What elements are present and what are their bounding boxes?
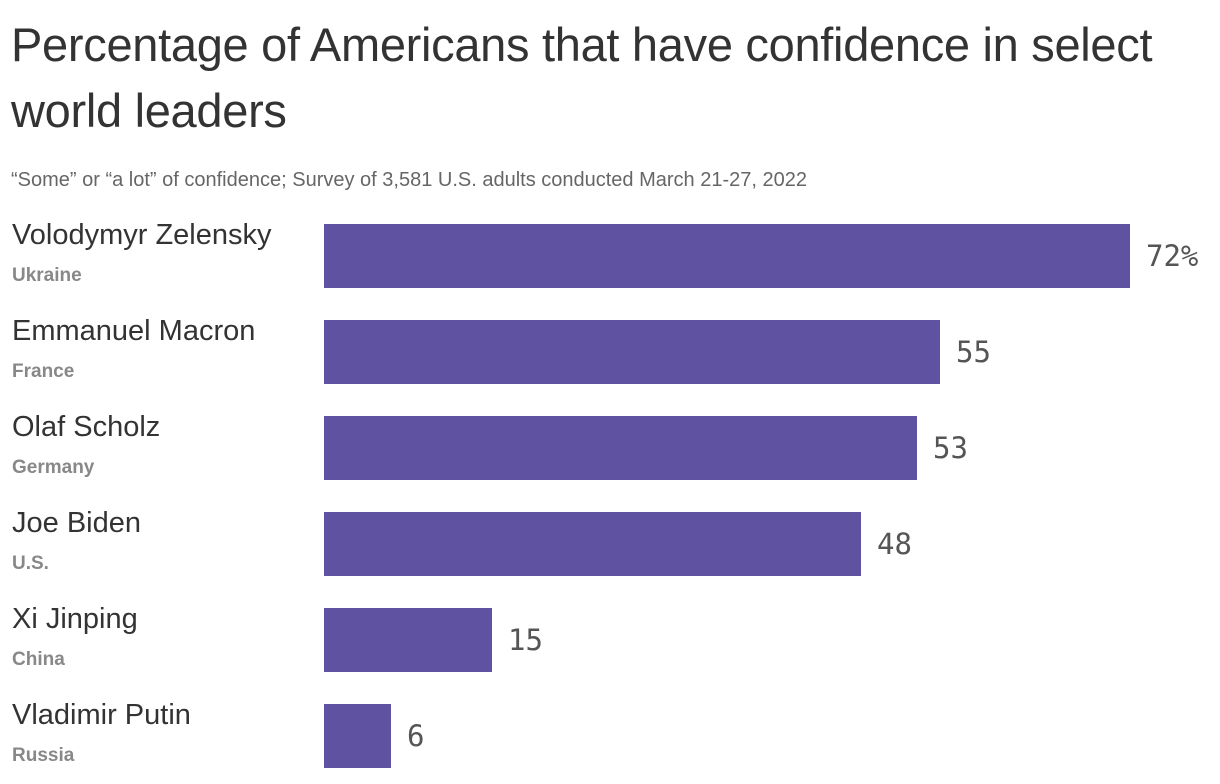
value-label: 6 [407, 719, 425, 753]
bar [324, 512, 861, 576]
leader-country: Ukraine [12, 265, 82, 286]
bar [324, 608, 492, 672]
leader-name: Volodymyr Zelensky [12, 219, 272, 251]
value-label: 55 [956, 335, 991, 369]
leader-name: Emmanuel Macron [12, 315, 256, 347]
value-label: 72% [1146, 239, 1199, 273]
chart-subtitle: “Some” or “a lot” of confidence; Survey … [11, 169, 807, 191]
leader-name: Xi Jinping [12, 603, 138, 635]
value-label: 15 [508, 623, 543, 657]
leader-country: Germany [12, 457, 95, 478]
leader-name: Vladimir Putin [12, 699, 191, 731]
value-label: 53 [933, 431, 968, 465]
chart-title: Percentage of Americans that have confid… [11, 18, 1153, 137]
value-label: 48 [877, 527, 912, 561]
leader-country: China [12, 649, 65, 670]
leader-country: Russia [12, 745, 75, 766]
bar [324, 704, 391, 768]
bar [324, 224, 1130, 288]
bar [324, 320, 940, 384]
leader-name: Joe Biden [12, 507, 141, 539]
leader-country: France [12, 361, 75, 382]
leader-name: Olaf Scholz [12, 411, 161, 443]
bar [324, 416, 917, 480]
leader-country: U.S. [12, 553, 49, 574]
